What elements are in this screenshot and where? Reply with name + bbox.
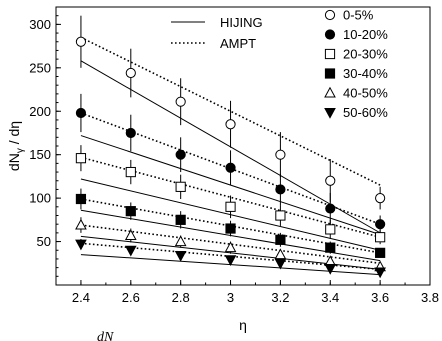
y-tick-label: 250	[29, 60, 51, 75]
y-tick-label: 100	[29, 191, 51, 206]
series-legend: 0-5% 10-20% 20-30% 30-40% 40-50% 50-60%	[324, 8, 388, 120]
data-point	[324, 263, 337, 275]
x-tick-label: 3.6	[371, 290, 389, 305]
data-point	[75, 218, 87, 230]
data-point	[374, 267, 386, 279]
data-point	[225, 201, 236, 212]
data-point	[175, 96, 186, 107]
y-axis-title: dNγ / dη	[6, 121, 26, 171]
data-point	[224, 255, 237, 267]
caption-fragment: dN	[97, 330, 114, 341]
data-point	[275, 210, 286, 221]
data-point	[175, 181, 186, 192]
series-legend-marker	[324, 68, 336, 79]
data-point	[75, 193, 87, 205]
data-point	[124, 245, 137, 257]
series-legend-marker	[324, 9, 336, 21]
x-tick-label: 3.2	[271, 290, 289, 305]
series-legend-label: 40-50%	[343, 86, 388, 101]
x-tick-label: 2.4	[72, 290, 90, 305]
data-point	[174, 235, 187, 247]
model-legend-label: HIJING	[220, 15, 263, 30]
x-axis-title: η	[239, 317, 247, 333]
series-legend-marker	[324, 29, 336, 40]
data-point	[224, 241, 237, 253]
data-point	[275, 184, 286, 195]
series-legend-label: 50-60%	[343, 105, 388, 120]
y-axis-title-sub: γ	[15, 148, 26, 153]
data-point	[125, 206, 136, 217]
series-legend-marker	[324, 48, 336, 60]
data-point	[375, 247, 386, 258]
data-point	[225, 223, 236, 234]
y-tick-label: 200	[29, 104, 51, 119]
data-point	[75, 107, 87, 119]
series-legend-label: 30-40%	[343, 66, 388, 81]
y-tick-label: 300	[29, 17, 51, 32]
data-point	[274, 258, 287, 270]
y-axis-title-group: dNγ / dη	[6, 121, 26, 171]
y-axis: 50 100 150 200 250 300	[29, 6, 61, 277]
data-point	[124, 229, 137, 240]
data-point	[325, 242, 336, 253]
data-point	[75, 239, 87, 251]
x-tick-label: 2.6	[122, 290, 140, 305]
x-tick-label: 3.4	[321, 290, 339, 305]
data-point	[375, 193, 386, 204]
data-point	[75, 36, 87, 47]
x-axis: 2.4 2.6 2.8 3 3.2 3.4 3.6 3.8	[55, 280, 439, 305]
data-point	[375, 219, 386, 230]
series-legend-label: 10-20%	[343, 27, 388, 42]
series-legend-label: 20-30%	[343, 47, 388, 62]
y-axis-title-main: dN	[6, 153, 22, 171]
model-legend-label: AMPT	[220, 36, 256, 51]
y-tick-label: 50	[37, 234, 51, 249]
x-tick-label: 3	[227, 290, 234, 305]
data-point	[175, 214, 186, 225]
data-point	[174, 250, 187, 262]
data-point	[275, 149, 286, 160]
data-point	[375, 232, 386, 243]
x-tick-label: 3.8	[421, 290, 439, 305]
data-point	[225, 119, 236, 130]
data-points	[75, 15, 386, 279]
data-point	[274, 248, 287, 260]
data-point	[325, 224, 336, 235]
data-point	[175, 149, 186, 160]
y-axis-title-rest: / dη	[6, 121, 22, 148]
data-point	[225, 162, 236, 173]
x-tick-label: 2.8	[172, 290, 190, 305]
data-point	[325, 203, 336, 214]
data-point	[125, 127, 136, 139]
data-point	[325, 175, 336, 186]
data-point	[275, 234, 286, 245]
data-point	[125, 67, 136, 79]
data-point	[125, 166, 136, 178]
data-point	[75, 153, 87, 164]
y-tick-label: 150	[29, 147, 51, 162]
model-legend: HIJING AMPT	[171, 15, 263, 51]
series-legend-marker	[324, 86, 336, 98]
series-legend-marker	[324, 108, 336, 119]
series-legend-label: 0-5%	[343, 8, 374, 23]
